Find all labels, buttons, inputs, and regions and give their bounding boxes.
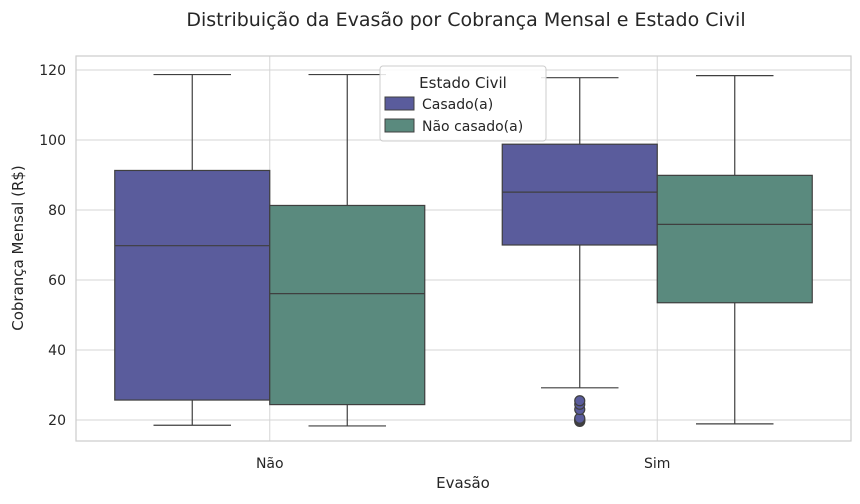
legend-swatch-casado bbox=[384, 96, 415, 111]
legend-frame bbox=[379, 65, 547, 142]
y-tick-label: 40 bbox=[48, 343, 66, 359]
legend-label-nao-casado: Não casado(a) bbox=[422, 119, 523, 135]
box-iqr bbox=[656, 174, 813, 304]
legend-label-casado: Casado(a) bbox=[422, 97, 493, 113]
y-tick-label: 80 bbox=[48, 203, 66, 219]
y-tick-label: 60 bbox=[48, 273, 66, 289]
y-axis-label: Cobrança Mensal (R$) bbox=[9, 165, 27, 331]
x-axis-label: Evasão bbox=[436, 474, 490, 492]
x-tick-label: Sim bbox=[644, 456, 670, 472]
y-tick-label: 120 bbox=[39, 63, 66, 79]
outlier-point bbox=[574, 395, 586, 407]
y-tick-label: 20 bbox=[48, 413, 66, 429]
legend-swatch-nao-casado bbox=[384, 118, 415, 133]
box-group bbox=[269, 73, 426, 427]
box-group bbox=[114, 73, 271, 426]
box-group bbox=[656, 74, 813, 425]
chart-title: Distribuição da Evasão por Cobrança Mens… bbox=[186, 9, 745, 31]
y-tick-label: 100 bbox=[39, 133, 66, 149]
x-tick-label: Não bbox=[256, 456, 284, 472]
legend-title: Estado Civil bbox=[419, 74, 507, 92]
box-iqr bbox=[114, 169, 271, 401]
tick-layer: 20 40 60 80 100 120 Não Sim bbox=[39, 63, 670, 472]
box-iqr bbox=[501, 143, 658, 246]
legend: Estado Civil Casado(a) Não casado(a) bbox=[379, 65, 547, 142]
plot-frame bbox=[75, 55, 852, 442]
box-iqr bbox=[269, 204, 426, 406]
box-group bbox=[501, 77, 658, 427]
box-layer bbox=[114, 73, 813, 427]
